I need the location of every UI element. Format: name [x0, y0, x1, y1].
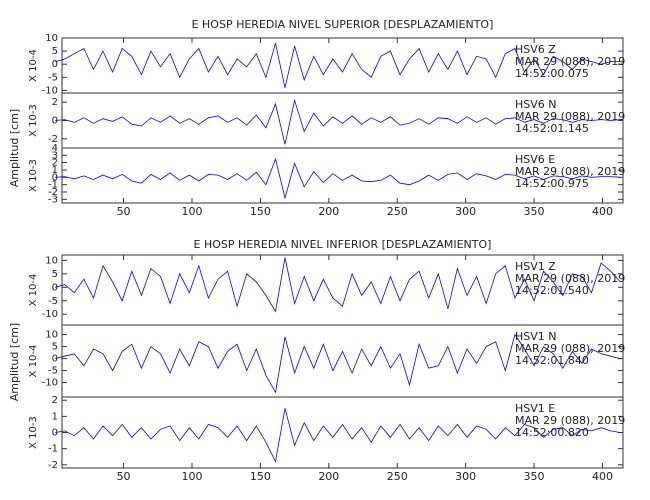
y-tick-label: -2: [48, 460, 58, 471]
y-tick-label: 0: [52, 172, 58, 183]
y-tick-label: -1: [48, 444, 58, 455]
waveform: [55, 43, 621, 88]
x-tick-label: 150: [250, 470, 271, 483]
y-tick-label: -10: [42, 378, 58, 389]
y-tick-label: -2: [48, 134, 58, 145]
y-tick-label: 10: [45, 330, 58, 341]
date-label: MAR 29 (088), 2019: [515, 110, 625, 123]
waveform: [55, 257, 621, 313]
y-tick-label: 2: [52, 158, 58, 169]
time-label: 14:52:00.075: [515, 67, 589, 80]
scale-label: X 10-4: [28, 274, 39, 307]
y-tick-label: -10: [42, 309, 58, 320]
scale-label: X 10-4: [28, 345, 39, 378]
station-label: HSV1 Z: [515, 260, 556, 273]
y-tick-label: -5: [48, 72, 58, 83]
x-tick-label: 200: [318, 205, 339, 218]
y-tick-label: 2: [52, 97, 58, 108]
waveform: [55, 98, 621, 145]
time-label: 14:52:01.540: [515, 284, 589, 297]
y-tick-label: 0: [52, 116, 58, 127]
y-tick-label: 0: [52, 59, 58, 70]
y-tick-label: 10: [45, 255, 58, 266]
date-label: MAR 29 (088), 2019: [515, 342, 625, 355]
y-tick-label: 1: [52, 165, 58, 176]
x-tick-label: 50: [117, 205, 131, 218]
y-tick-label: 10: [45, 33, 58, 44]
x-tick-label: 200: [318, 470, 339, 483]
station-label: HSV6 E: [515, 153, 555, 166]
scale-label: X 10-3: [28, 159, 39, 192]
y-tick-label: -5: [48, 366, 58, 377]
x-tick-label: 300: [455, 470, 476, 483]
y-tick-label: 1: [52, 411, 58, 422]
waveform: [55, 408, 621, 463]
chart-title: E HOSP HEREDIA NIVEL INFERIOR [DESPLAZAM…: [194, 238, 492, 251]
y-tick-label: 5: [52, 269, 58, 280]
date-label: MAR 29 (088), 2019: [515, 55, 625, 68]
y-tick-label: -2: [48, 187, 58, 198]
station-label: HSV1 E: [515, 402, 555, 415]
x-tick-label: 50: [117, 470, 131, 483]
y-tick-label: 0: [52, 354, 58, 365]
scale-label: X 10-3: [28, 416, 39, 449]
y-tick-label: 5: [52, 46, 58, 57]
chart-title: E HOSP HEREDIA NIVEL SUPERIOR [DESPLAZAM…: [192, 18, 494, 31]
time-label: 14:52:01.145: [515, 122, 589, 135]
y-tick-label: 5: [52, 342, 58, 353]
x-tick-label: 150: [250, 205, 271, 218]
scale-label: X 10-3: [28, 104, 39, 137]
date-label: MAR 29 (088), 2019: [515, 272, 625, 285]
time-label: 14:52:00.820: [515, 426, 589, 439]
y-tick-label: 3: [52, 150, 58, 161]
y-tick-label: -10: [42, 85, 58, 96]
y-tick-label: 0: [52, 428, 58, 439]
time-label: 14:52:01.840: [515, 354, 589, 367]
x-tick-label: 250: [387, 205, 408, 218]
x-tick-label: 300: [455, 205, 476, 218]
panel-frame: [61, 147, 624, 204]
y-axis-label: Amplitud [cm]: [8, 109, 21, 187]
y-tick-label: -3: [48, 194, 58, 205]
y-tick-label: 4: [52, 143, 58, 154]
y-tick-label: -1: [48, 180, 58, 191]
x-tick-label: 100: [181, 470, 202, 483]
x-tick-label: 400: [592, 470, 613, 483]
station-label: HSV6 N: [515, 98, 557, 111]
x-tick-label: 250: [387, 470, 408, 483]
waveform: [55, 333, 621, 394]
y-tick-label: -5: [48, 296, 58, 307]
x-tick-label: 400: [592, 205, 613, 218]
time-label: 14:52:00.975: [515, 177, 589, 190]
waveform: [55, 157, 621, 200]
station-label: HSV6 Z: [515, 43, 556, 56]
scale-label: X 10-4: [28, 49, 39, 82]
y-axis-label: Amplitud [cm]: [8, 323, 21, 401]
y-tick-label: 2: [52, 395, 58, 406]
y-tick-label: 0: [52, 282, 58, 293]
station-label: HSV1 N: [515, 330, 557, 343]
date-label: MAR 29 (088), 2019: [515, 165, 625, 178]
x-tick-label: 350: [524, 205, 545, 218]
x-tick-label: 350: [524, 470, 545, 483]
date-label: MAR 29 (088), 2019: [515, 414, 625, 427]
x-tick-label: 100: [181, 205, 202, 218]
